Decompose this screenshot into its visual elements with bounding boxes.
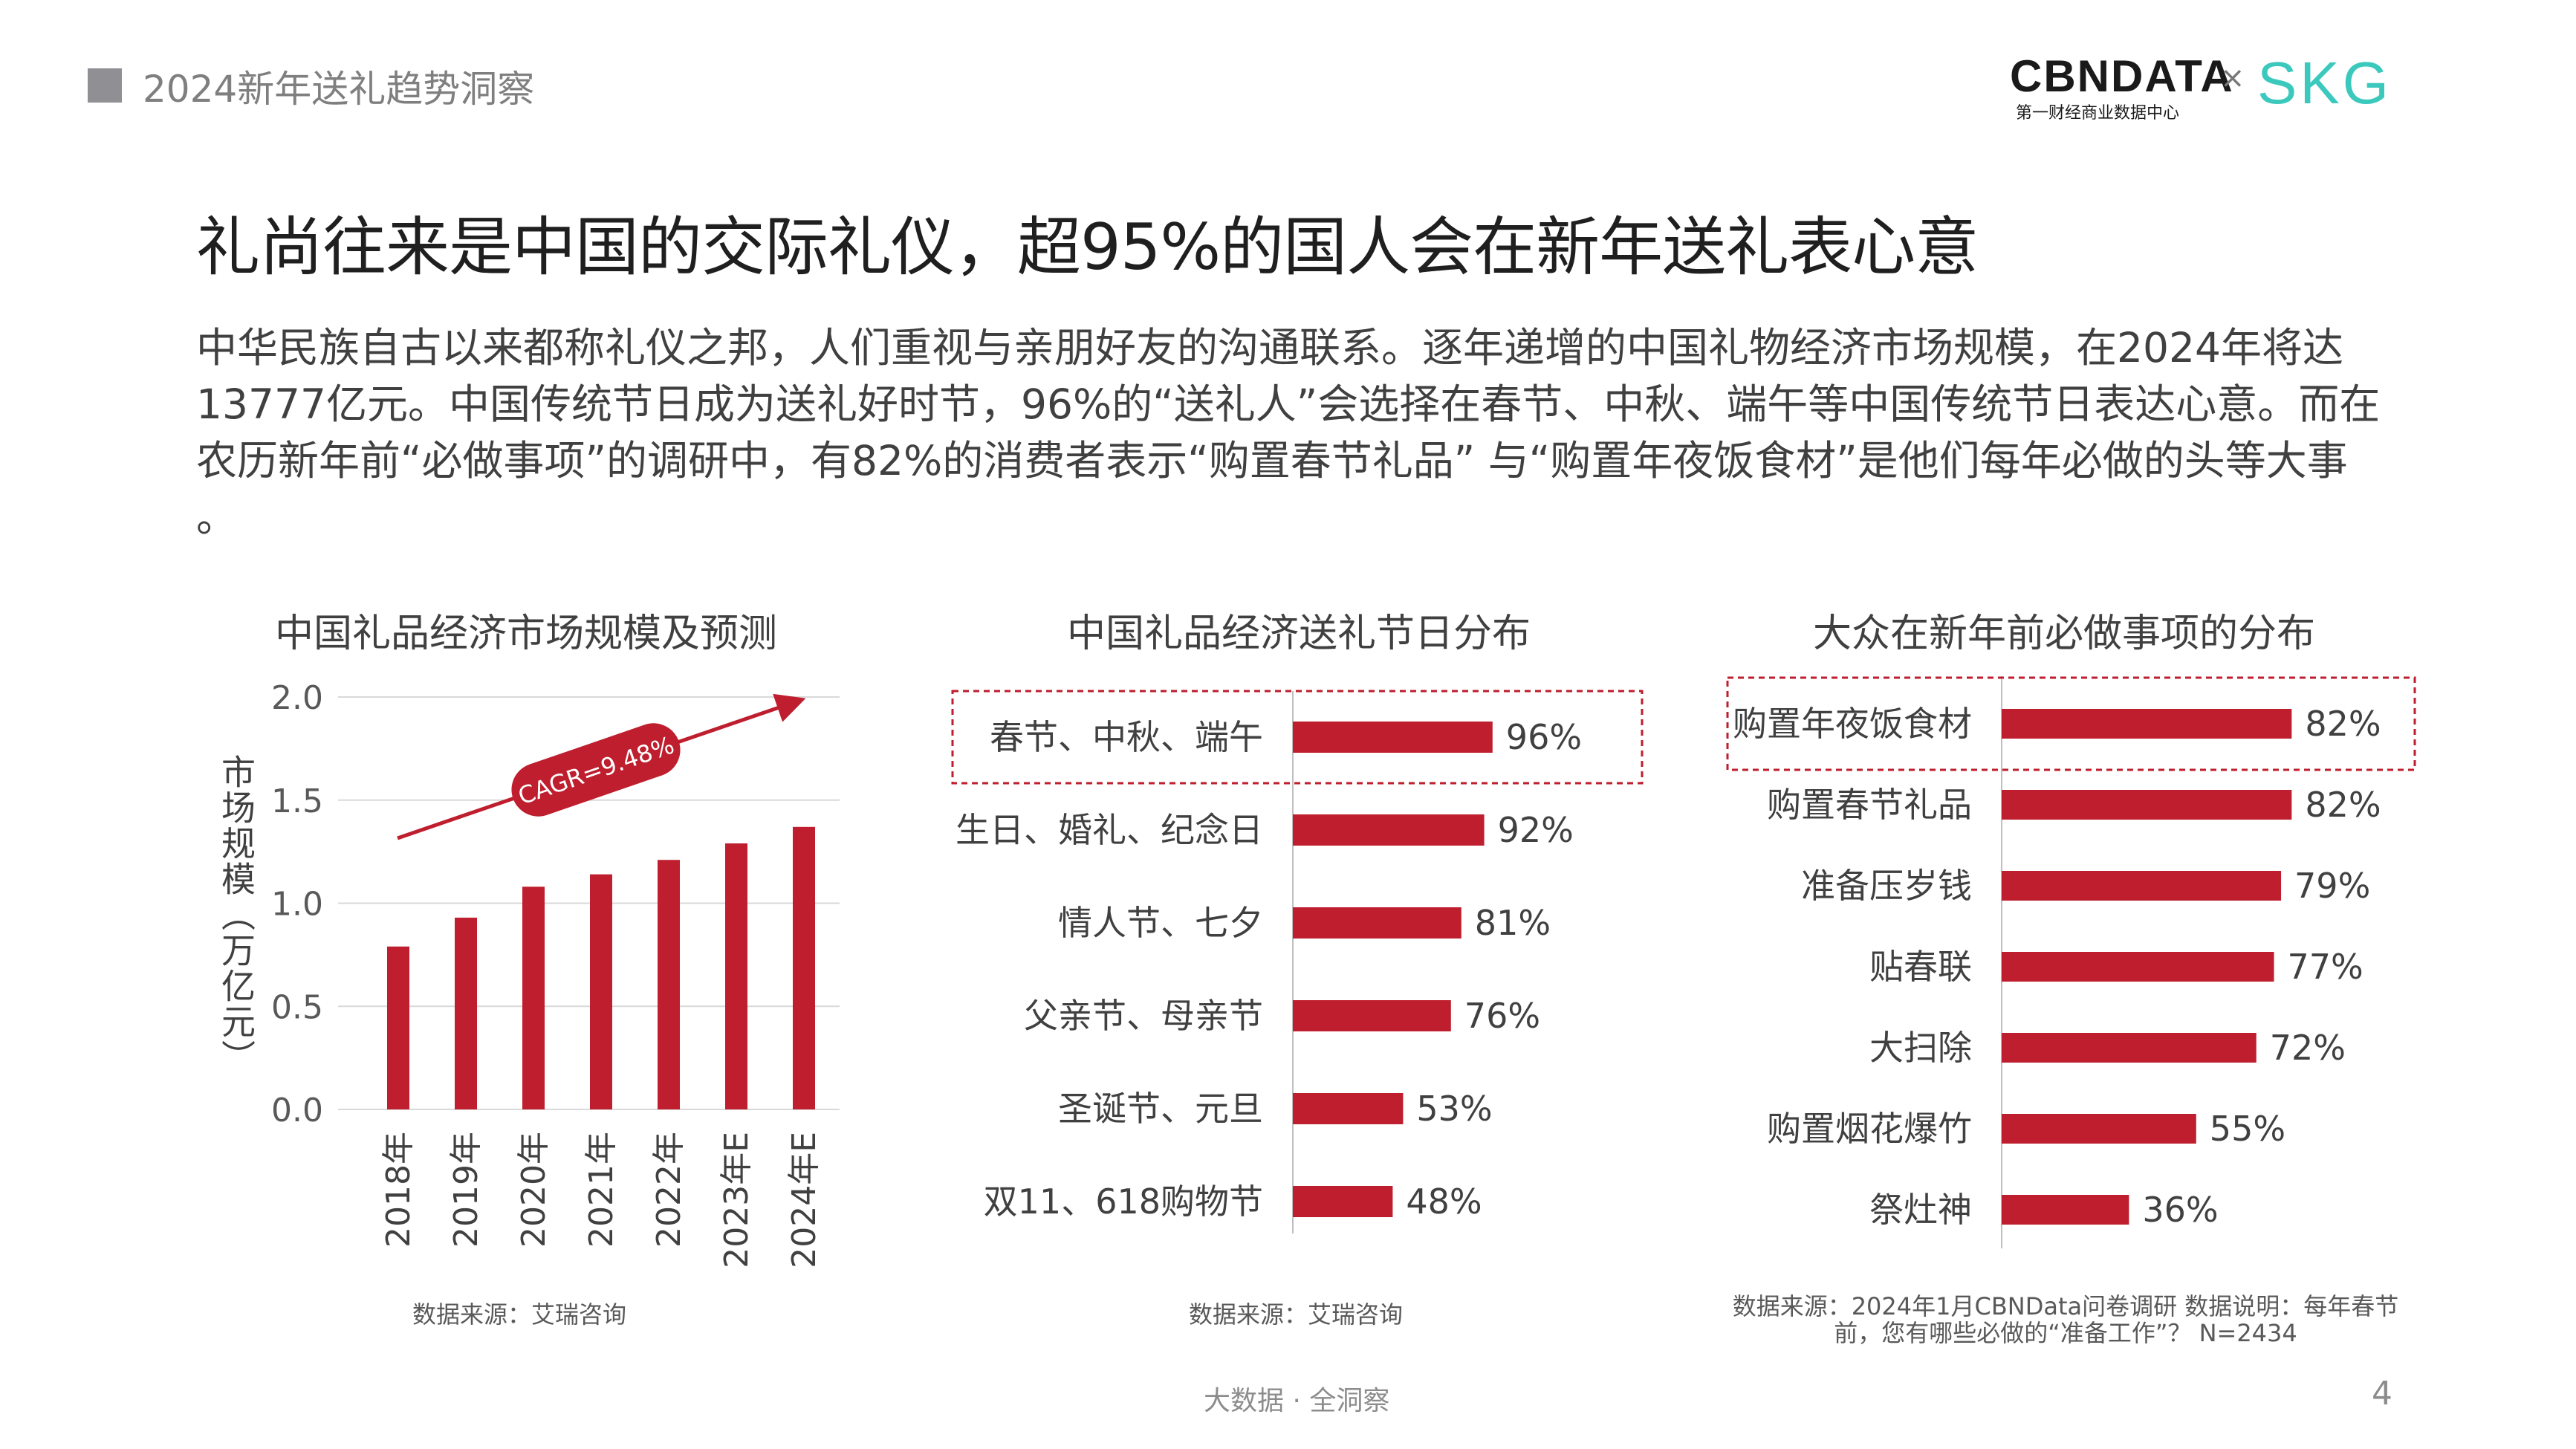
chart2-value-label: 53%	[1416, 1089, 1492, 1129]
chart1-ytick-label: 0.5	[271, 988, 323, 1026]
header-title: 2024新年送礼趋势洞察	[143, 68, 535, 111]
cbndata-logo-subtitle: 第一财经商业数据中心	[2016, 104, 2180, 123]
chart3-value-label: 82%	[2305, 704, 2381, 744]
chart1-title: 中国礼品经济市场规模及预测	[275, 612, 778, 656]
cbndata-logo: CBNDATA	[2010, 51, 2234, 101]
page-title: 礼尚往来是中国的交际礼仪，超95%的国人会在新年送礼表心意	[196, 210, 1979, 285]
chart1-ytick-label: 1.0	[271, 886, 323, 924]
logo-separator: ×	[2220, 61, 2245, 95]
chart2-bar	[1293, 1186, 1393, 1217]
chart1-source: 数据来源：艾瑞咨询	[412, 1300, 627, 1329]
chart3-title: 大众在新年前必做事项的分布	[1813, 612, 2316, 656]
chart1-bar	[725, 843, 747, 1109]
chart2-value-label: 96%	[1506, 717, 1582, 757]
chart3-bar	[2002, 871, 2282, 901]
chart2-value-label: 92%	[1498, 810, 1574, 850]
chart2-value-label: 76%	[1464, 996, 1540, 1036]
page-number: 4	[2372, 1375, 2392, 1413]
chart2-bar	[1293, 1000, 1451, 1031]
chart1-bar	[387, 946, 409, 1109]
skg-logo: SKG	[2257, 50, 2392, 116]
chart2-category-label: 生日、婚礼、纪念日	[956, 810, 1263, 850]
chart3-category-label: 准备压岁钱	[1801, 866, 1972, 906]
chart3-bar	[2002, 790, 2292, 820]
chart3-category-label: 大扫除	[1869, 1028, 1972, 1068]
chart1-bar	[793, 826, 815, 1109]
chart3-value-label: 36%	[2142, 1190, 2218, 1230]
chart3-bar	[2002, 952, 2274, 982]
chart2-category-label: 双11、618购物节	[984, 1181, 1263, 1222]
chart3-bar	[2002, 709, 2292, 739]
chart3-value-label: 77%	[2288, 947, 2364, 987]
chart3-category-label: 购置年夜饭食材	[1733, 704, 1972, 744]
chart2-value-label: 81%	[1475, 903, 1551, 943]
chart1-bar	[522, 886, 545, 1109]
chart1-ytick-label: 1.5	[271, 782, 323, 820]
chart3-category-label: 购置烟花爆竹	[1767, 1109, 1972, 1149]
chart3-source: 数据来源：2024年1月CBNData问卷调研 数据说明：每年春节前，您有哪些必…	[1732, 1292, 2399, 1347]
chart2-source: 数据来源：艾瑞咨询	[1189, 1300, 1404, 1329]
chart1-ytick-label: 0.0	[271, 1092, 323, 1129]
chart2-category-label: 情人节、七夕	[1058, 903, 1263, 943]
chart3-value-label: 82%	[2305, 785, 2381, 825]
chart3-bar	[2002, 1033, 2257, 1063]
chart2-bar	[1293, 722, 1493, 753]
chart3-bar	[2002, 1195, 2129, 1225]
chart3-category-label: 购置春节礼品	[1767, 785, 1972, 825]
chart2-category-label: 圣诞节、元旦	[1058, 1089, 1263, 1129]
chart3-category-label: 贴春联	[1869, 947, 1972, 987]
chart1-xtick-label: 2020年	[515, 1132, 553, 1248]
chart2-bar	[1293, 907, 1461, 939]
header-square-icon	[88, 68, 122, 103]
chart1-bar	[658, 860, 680, 1109]
chart1-xtick-label: 2021年	[583, 1132, 620, 1248]
chart3-category-label: 祭灶神	[1869, 1190, 1972, 1230]
chart2-bar	[1293, 1093, 1404, 1124]
chart3-value-label: 79%	[2294, 866, 2370, 906]
chart2-value-label: 48%	[1406, 1181, 1482, 1222]
chart2-title: 中国礼品经济送礼节日分布	[1067, 612, 1531, 656]
chart2-category-label: 春节、中秋、端午	[990, 717, 1263, 757]
chart1-bar	[455, 917, 477, 1109]
chart2-category-label: 父亲节、母亲节	[1024, 996, 1263, 1036]
cagr-pill	[511, 723, 681, 817]
chart1-ylabel: 市场规模（万亿元）	[216, 754, 256, 1075]
chart1-xtick-label: 2024年E	[785, 1132, 823, 1268]
chart1-xtick-label: 2019年	[447, 1132, 485, 1248]
chart1-xtick-label: 2018年	[380, 1132, 418, 1248]
chart1-ytick-label: 2.0	[271, 679, 323, 717]
chart3-highlight-box	[1726, 676, 2416, 771]
intro-paragraph: 中华民族自古以来都称礼仪之邦，人们重视与亲朋好友的沟通联系。逐年递增的中国礼物经…	[196, 324, 2381, 541]
chart2-highlight-box	[951, 690, 1644, 785]
chart3-value-label: 72%	[2270, 1028, 2346, 1068]
footer-slogan: 大数据 · 全洞察	[1204, 1386, 1390, 1416]
chart3-value-label: 55%	[2210, 1109, 2285, 1149]
chart1-xtick-label: 2022年	[650, 1132, 688, 1248]
chart1-bar	[590, 874, 612, 1109]
chart2-bar	[1293, 814, 1485, 846]
chart3-bar	[2002, 1114, 2196, 1144]
chart1-xtick-label: 2023年E	[718, 1132, 756, 1268]
